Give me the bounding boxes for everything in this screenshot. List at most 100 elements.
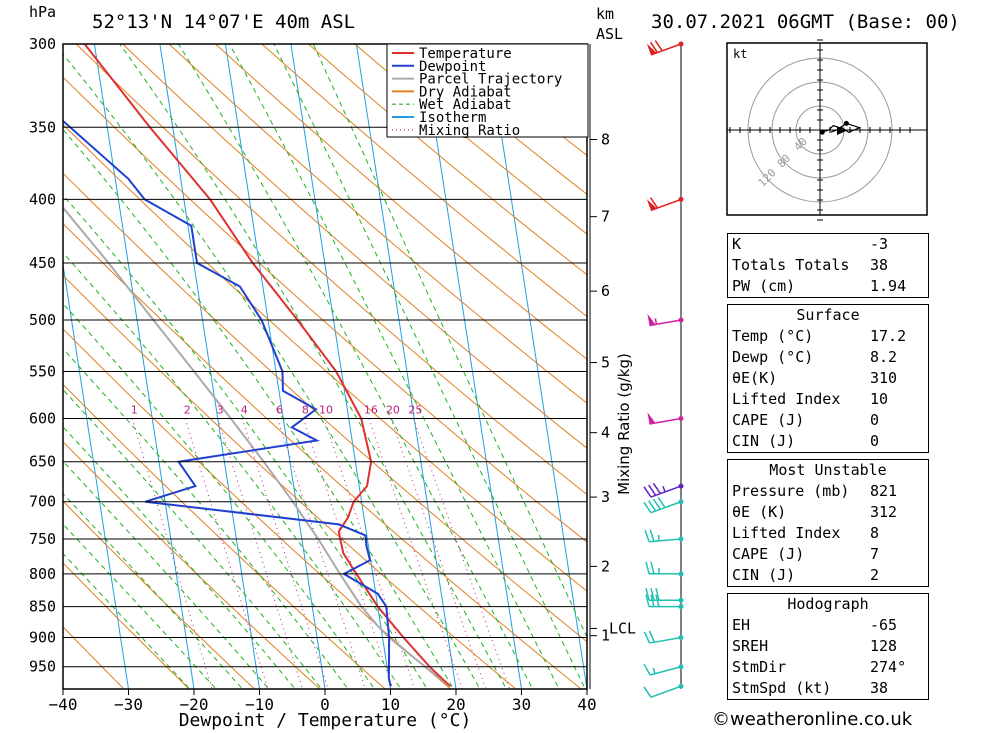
row-value: 274°	[870, 658, 907, 676]
row-value: 821	[870, 482, 898, 500]
datetime-title: 30.07.2021 06GMT (Base: 00)	[651, 11, 960, 33]
most-unstable-title: Most Unstable	[769, 461, 887, 479]
pressure-tick-label: 350	[29, 118, 56, 136]
mixing-ratio-label: 4	[241, 403, 248, 416]
wind-barb-pennant	[647, 313, 656, 326]
dry-adiabat-line	[63, 123, 587, 592]
wind-barb-flag	[654, 40, 663, 52]
hodo-row: SREH 128	[728, 636, 928, 657]
x-tick-label: 30	[512, 695, 531, 714]
isotherm-line	[486, 44, 587, 689]
row-value: 312	[870, 503, 898, 521]
row-value: 0	[870, 411, 880, 429]
plot-frame	[62, 43, 588, 690]
wind-barb-flag	[650, 588, 655, 601]
mixing-ratio-line	[241, 418, 329, 689]
hodograph-stats-panel: Hodograph EH -65 SREH 128 StmDir 274° StmSp…	[727, 593, 929, 700]
wind-barb-flag	[643, 502, 652, 514]
isotherm-line	[159, 44, 260, 689]
wind-barb-staff	[649, 417, 682, 425]
x-tick-label: −20	[180, 695, 209, 714]
row-label: SREH	[732, 637, 769, 655]
wet-adiabat-line	[63, 128, 455, 689]
hodo-row: StmDir 274°	[728, 657, 928, 678]
index-row-totals: Totals Totals 38	[728, 255, 928, 276]
km-tick-label: 5	[601, 354, 610, 372]
mixing-ratio-label: 8	[302, 403, 309, 416]
pressure-tick-label: 500	[29, 311, 56, 329]
dry-adiabat-line	[63, 274, 517, 689]
legend-label: Isotherm	[419, 110, 486, 126]
wet-adiabat-line	[273, 44, 586, 689]
mixing-ratio-label: 2	[184, 403, 191, 416]
hodograph-trace	[822, 122, 862, 133]
legend-label: Dry Adiabat	[419, 84, 512, 100]
surface-row: θE(K) 310	[728, 368, 928, 389]
index-value: 38	[870, 256, 889, 274]
dry-adiabat-line	[308, 44, 587, 276]
index-value: -3	[870, 235, 889, 253]
dry-adiabat-line	[63, 440, 321, 689]
row-label: StmDir	[732, 658, 787, 676]
pressure-tick-label: 450	[29, 254, 56, 272]
index-label: K	[732, 235, 742, 253]
x-tick-label: 10	[381, 695, 400, 714]
legend-label: Temperature	[419, 46, 512, 62]
row-label: Temp (°C)	[732, 327, 814, 345]
pressure-tick-label: 650	[29, 453, 56, 471]
wind-barb-flag	[644, 529, 650, 543]
dry-adiabat-line	[63, 383, 386, 689]
mixing-ratio-label: 3	[217, 403, 224, 416]
hodograph-unit-label: kt	[733, 47, 747, 61]
km-tick-label: 3	[601, 488, 610, 506]
credit-link[interactable]: ©weatheronline.co.uk	[712, 709, 913, 730]
dry-adiabat-line	[63, 626, 125, 689]
pressure-tick-label: 900	[29, 629, 56, 647]
mixing-ratio-label: 10	[319, 403, 333, 416]
mixing-ratio-line	[368, 418, 463, 689]
temperature-line	[83, 44, 451, 688]
row-label: θE(K)	[732, 369, 778, 387]
x-tick-label: 0	[320, 695, 330, 714]
row-value: 7	[870, 545, 880, 563]
wind-barb-halfflag	[652, 667, 656, 674]
hpa-label: hPa	[29, 3, 57, 21]
wind-barb-pennant	[646, 199, 657, 211]
row-label: EH	[732, 616, 751, 634]
wind-barb-staff	[650, 685, 682, 698]
row-label: StmSpd (kt)	[732, 679, 832, 697]
row-value: 128	[870, 637, 898, 655]
dry-adiabat-line	[63, 76, 587, 543]
row-label: Pressure (mb)	[732, 482, 850, 500]
legend-label: Dewpoint	[419, 59, 486, 75]
most-unstable-panel: Most Unstable Pressure (mb) 821 θE (K) 312…	[727, 459, 929, 587]
asl-label: ASL	[596, 25, 624, 43]
surface-row: Lifted Index 10	[728, 389, 928, 410]
parcel-trajectory-line	[63, 206, 451, 688]
dry-adiabat-line	[63, 562, 190, 689]
dry-adiabat-line	[261, 44, 587, 318]
legend-label: Wet Adiabat	[419, 97, 512, 113]
index-label: Totals Totals	[732, 256, 850, 274]
wind-barb-halfflag	[657, 534, 660, 541]
isotherm-line	[355, 44, 457, 689]
index-value: 1.94	[870, 277, 907, 295]
mixing-ratio-line	[277, 418, 366, 689]
dry-adiabat-line	[63, 172, 587, 643]
surface-title: Surface	[796, 306, 860, 324]
surface-panel: Surface Temp (°C) 17.2 Dewp (°C) 8.2 θE(K)…	[727, 304, 929, 453]
row-label: CAPE (J)	[732, 545, 805, 563]
mixing-ratio-label: 25	[408, 403, 422, 416]
wind-barb-staff	[649, 665, 682, 676]
hodo-row: EH -65	[728, 615, 928, 636]
surface-row: Temp (°C) 17.2	[728, 326, 928, 347]
dry-adiabat-line	[63, 500, 255, 689]
wet-adiabat-line	[63, 523, 217, 689]
indices-panel: K -3 Totals Totals 38 PW (cm) 1.94	[727, 233, 929, 298]
wet-adiabat-line	[63, 492, 244, 689]
isotherm-line	[224, 44, 326, 689]
km-label: km	[596, 5, 615, 23]
wind-barb-staff	[649, 636, 682, 644]
mixing-ratio-label: 6	[276, 403, 283, 416]
mu-row: CIN (J) 2	[728, 565, 928, 586]
